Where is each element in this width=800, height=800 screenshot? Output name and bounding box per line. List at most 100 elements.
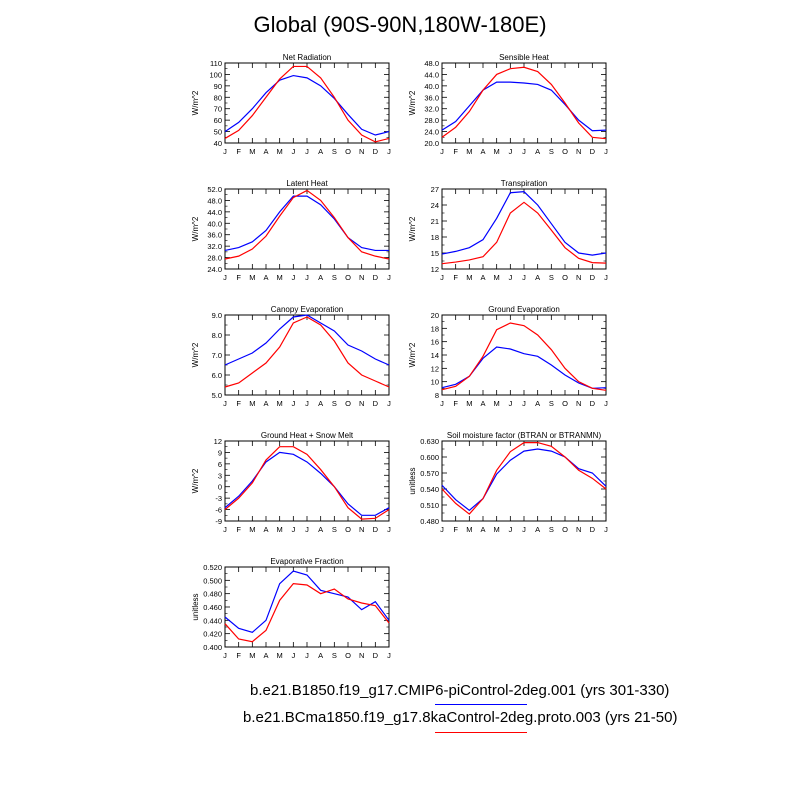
x-tick-label: M — [277, 651, 283, 660]
y-tick-label: 8 — [435, 391, 439, 400]
y-tick-label: 28.0 — [207, 254, 222, 263]
x-tick-label: F — [236, 147, 241, 156]
y-tick-label: 7.0 — [212, 351, 222, 360]
y-tick-label: 0.520 — [203, 563, 222, 572]
x-tick-label: M — [466, 399, 472, 408]
x-tick-label: S — [549, 147, 554, 156]
x-tick-label: A — [480, 525, 485, 534]
y-tick-label: 24.0 — [424, 128, 439, 137]
x-tick-label: N — [359, 147, 364, 156]
y-tick-label: 60 — [214, 116, 222, 125]
series-line-2 — [441, 442, 607, 515]
x-tick-label: O — [562, 147, 568, 156]
panel-title: Transpiration — [501, 179, 547, 188]
x-tick-label: S — [332, 651, 337, 660]
series-line-1 — [224, 314, 390, 366]
x-tick-label: S — [549, 525, 554, 534]
x-tick-label: J — [291, 147, 295, 156]
x-tick-label: J — [305, 273, 309, 282]
y-axis-label: unitless — [191, 593, 200, 620]
series-line-1 — [441, 191, 607, 256]
figure-title: Global (90S-90N,180W-180E) — [253, 12, 547, 37]
x-tick-label: J — [440, 147, 444, 156]
x-tick-label: A — [480, 147, 485, 156]
x-tick-label: F — [453, 147, 458, 156]
y-tick-label: 40.0 — [424, 82, 439, 91]
x-tick-label: J — [387, 273, 391, 282]
x-tick-label: J — [223, 651, 227, 660]
x-tick-label: M — [277, 147, 283, 156]
x-tick-label: A — [263, 399, 268, 408]
x-tick-label: O — [562, 399, 568, 408]
x-tick-label: M — [249, 651, 255, 660]
y-tick-label: 80 — [214, 93, 222, 102]
y-tick-label: 40.0 — [207, 219, 222, 228]
x-tick-label: M — [249, 399, 255, 408]
x-tick-label: J — [223, 525, 227, 534]
x-tick-label: M — [277, 525, 283, 534]
x-tick-label: J — [223, 399, 227, 408]
x-tick-label: M — [466, 273, 472, 282]
x-tick-label: M — [466, 147, 472, 156]
plot-frame — [224, 440, 390, 522]
x-tick-label: D — [590, 525, 596, 534]
x-tick-label: N — [359, 525, 364, 534]
panel-title: Net Radiation — [283, 53, 331, 62]
legend-entry-2-label: b.e21.BCma1850.f19_g17.8kaControl-2deg.p… — [243, 709, 678, 726]
x-tick-label: J — [508, 147, 512, 156]
y-tick-label: 12 — [214, 437, 222, 446]
x-tick-label: J — [387, 651, 391, 660]
x-tick-label: J — [305, 399, 309, 408]
y-tick-label: 0.540 — [420, 485, 439, 494]
series-line-1 — [224, 74, 390, 136]
x-tick-label: J — [522, 147, 526, 156]
x-tick-label: J — [508, 399, 512, 408]
x-tick-label: A — [263, 147, 268, 156]
y-tick-label: 44.0 — [207, 208, 222, 217]
y-tick-label: 15 — [431, 249, 439, 258]
x-tick-label: A — [318, 147, 323, 156]
plot-frame — [441, 62, 607, 144]
x-tick-label: F — [236, 399, 241, 408]
y-tick-label: 5.0 — [212, 391, 222, 400]
x-tick-label: O — [562, 525, 568, 534]
y-tick-label: 9.0 — [212, 311, 222, 320]
y-tick-label: 70 — [214, 105, 222, 114]
x-tick-label: N — [576, 525, 581, 534]
y-tick-label: 20.0 — [424, 139, 439, 148]
y-tick-label: 50 — [214, 128, 222, 137]
x-tick-label: D — [373, 147, 379, 156]
x-tick-label: J — [508, 273, 512, 282]
x-tick-label: O — [345, 651, 351, 660]
series-line-1 — [441, 346, 607, 389]
panel-title: Soil moisture factor (BTRAN or BTRANMN) — [447, 431, 602, 440]
x-tick-label: A — [480, 273, 485, 282]
x-tick-label: F — [453, 525, 458, 534]
x-tick-label: A — [263, 651, 268, 660]
x-tick-label: M — [249, 525, 255, 534]
x-tick-label: O — [345, 525, 351, 534]
x-tick-label: N — [576, 147, 581, 156]
series-line-1 — [441, 81, 607, 132]
x-tick-label: D — [373, 273, 379, 282]
y-tick-label: 32.0 — [207, 242, 222, 251]
plot-frame — [224, 188, 390, 270]
x-tick-label: D — [590, 273, 596, 282]
y-tick-label: -9 — [215, 517, 222, 526]
x-tick-label: F — [453, 273, 458, 282]
x-tick-label: D — [590, 147, 596, 156]
y-tick-label: -6 — [215, 506, 222, 515]
y-tick-label: 36.0 — [424, 93, 439, 102]
x-tick-label: S — [549, 273, 554, 282]
y-tick-label: 0.510 — [420, 501, 439, 510]
x-tick-label: J — [604, 525, 608, 534]
x-tick-label: N — [359, 651, 364, 660]
y-tick-label: 100 — [209, 70, 222, 79]
plot-frame — [224, 314, 390, 396]
x-tick-label: J — [604, 273, 608, 282]
x-tick-label: A — [263, 273, 268, 282]
x-tick-label: J — [604, 399, 608, 408]
plot-frame — [224, 566, 390, 648]
